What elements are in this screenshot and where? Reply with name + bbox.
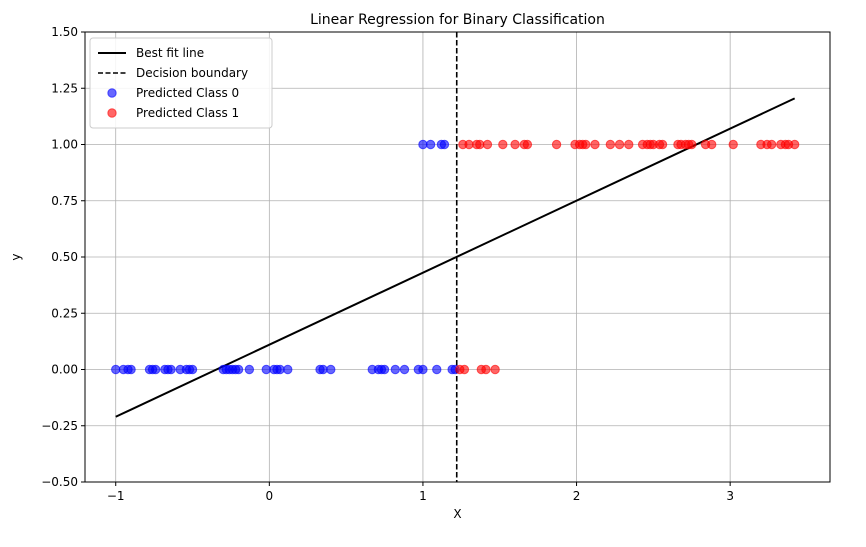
x-tick-label: 1 [419,489,427,503]
y-tick-label: 0.00 [51,363,78,377]
point-class-1 [475,139,485,150]
point-class-1 [490,364,500,375]
point-class-1 [464,139,474,150]
x-tick-label: 3 [726,489,734,503]
point-class-0 [418,364,428,375]
y-tick-label: 1.25 [51,81,78,95]
point-class-1 [481,364,491,375]
point-class-0 [150,364,161,375]
point-class-1 [707,139,717,150]
point-class-1 [510,139,520,150]
point-class-1 [522,139,533,150]
point-class-1 [551,139,562,150]
point-class-0 [399,364,410,375]
point-class-0 [111,364,121,375]
legend-box [89,37,273,129]
point-class-0 [326,364,336,375]
x-axis: −1 0 1 2 3 [107,482,734,503]
chart-title: Linear Regression for Binary Classificat… [310,12,605,28]
point-class-0 [425,139,436,150]
y-tick-label: −0.25 [41,419,78,433]
y-tick-label: 0.25 [51,306,78,320]
point-class-0 [283,364,293,375]
point-class-0 [275,364,285,375]
point-class-1 [482,139,493,150]
point-class-0 [233,364,244,375]
legend-dot-swatch [107,108,117,118]
point-class-0 [244,364,255,375]
point-class-0 [318,364,328,375]
point-class-1 [605,139,616,150]
point-class-0 [390,364,400,375]
point-class-1 [657,139,668,150]
legend: Best fit line Decision boundary Predicted … [89,37,273,129]
x-tick-label: −1 [107,489,125,503]
lines [115,32,796,482]
point-class-1 [624,139,634,150]
legend-label: Best fit line [136,46,204,60]
legend-label: Predicted Class 1 [136,106,239,120]
x-tick-label: 0 [266,489,274,503]
y-tick-label: 1.00 [51,138,78,152]
best-fit-line [115,97,796,418]
point-class-0 [432,364,442,375]
y-axis-title: y [9,253,23,260]
legend-label: Predicted Class 0 [136,86,239,100]
point-class-1 [498,139,508,150]
point-class-0 [261,364,271,375]
point-class-0 [418,139,428,150]
y-tick-label: 0.75 [51,194,78,208]
legend-dot-swatch [107,88,117,98]
point-class-1 [581,139,591,150]
point-class-0 [187,364,198,375]
point-class-0 [126,364,136,375]
points [111,139,800,375]
point-class-0 [379,364,390,375]
point-class-1 [614,139,625,150]
point-class-1 [590,139,600,150]
y-axis: −0.50 −0.25 0.00 0.25 0.50 0.75 1.00 1.25 1.50 [41,25,85,489]
point-class-1 [687,139,697,150]
point-class-1 [789,139,800,150]
point-class-1 [766,139,777,150]
point-class-1 [459,364,470,375]
legend-label: Decision boundary [136,66,248,80]
y-tick-label: 1.50 [51,25,78,39]
point-class-0 [439,139,450,150]
y-tick-label: 0.50 [51,250,78,264]
x-axis-title: X [453,507,461,521]
point-class-0 [166,364,176,375]
point-class-1 [728,139,738,150]
y-tick-label: −0.50 [41,475,78,489]
x-tick-label: 2 [573,489,581,503]
